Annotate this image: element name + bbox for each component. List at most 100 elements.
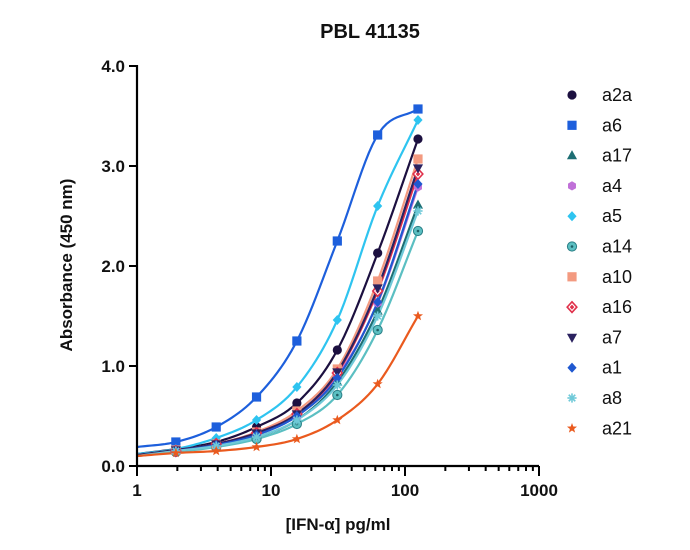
point-a2a xyxy=(292,398,302,408)
point-a21 xyxy=(332,414,343,425)
legend-marker-a6 xyxy=(567,120,577,130)
point-a5 xyxy=(292,381,302,393)
point-a6 xyxy=(211,422,221,432)
series-a8 xyxy=(171,206,423,456)
point-a8 xyxy=(413,206,423,216)
legend-label: a4 xyxy=(602,176,622,196)
legend-marker-a7 xyxy=(566,333,578,343)
legend-marker-a5 xyxy=(567,211,577,222)
legend-label: a17 xyxy=(602,146,632,166)
axis-ticks: 0.0 1.0 2.0 3.0 4.0 1 10 100 1000 xyxy=(101,57,558,500)
point-a6 xyxy=(251,392,262,402)
legend-label: a5 xyxy=(602,206,622,226)
point-a5 xyxy=(251,414,262,426)
point-a5 xyxy=(332,314,342,326)
point-a14 xyxy=(412,225,424,237)
point-a10 xyxy=(413,154,423,164)
point-a6 xyxy=(413,104,423,114)
point-a2a xyxy=(373,248,383,258)
legend-marker-a4 xyxy=(568,181,576,191)
legend-item-a21: a21 xyxy=(566,418,632,438)
point-a21 xyxy=(372,378,383,389)
point-a1 xyxy=(413,178,423,190)
legend-item-a6: a6 xyxy=(567,115,622,135)
legend-item-a1: a1 xyxy=(567,358,622,378)
point-a21 xyxy=(412,310,424,321)
x-axis-label: [IFN-α] pg/ml xyxy=(286,515,391,534)
series-a1 xyxy=(171,178,423,457)
legend-marker-a16 xyxy=(566,300,578,314)
x-tick-label: 100 xyxy=(391,481,419,500)
fit-curve-a5 xyxy=(136,119,419,456)
x-tick-label: 1000 xyxy=(520,481,558,500)
axes xyxy=(135,65,539,468)
legend-label: a8 xyxy=(602,388,622,408)
point-a6 xyxy=(171,437,181,447)
series-a21 xyxy=(170,310,424,458)
point-a21 xyxy=(291,433,302,444)
legend-marker-a10 xyxy=(567,272,577,282)
fit-curves xyxy=(136,108,420,458)
legend-item-a17: a17 xyxy=(566,146,632,166)
point-a2a xyxy=(332,345,342,355)
legend-label: a14 xyxy=(602,237,632,257)
legend-item-a8: a8 xyxy=(567,388,622,408)
point-a14 xyxy=(372,324,383,336)
legend-marker-a8 xyxy=(567,393,577,403)
point-a8 xyxy=(332,380,342,390)
legend-marker-a17 xyxy=(566,150,578,160)
fit-curve-a21 xyxy=(136,315,419,458)
legend-item-a7: a7 xyxy=(566,327,622,347)
point-a1 xyxy=(373,296,383,308)
legend-item-a14: a14 xyxy=(566,237,632,257)
point-a8 xyxy=(251,432,262,442)
legend-label: a2a xyxy=(602,85,633,105)
y-axis-label: Absorbance (450 nm) xyxy=(57,179,76,352)
legend-item-a10: a10 xyxy=(567,267,632,287)
legend-label: a10 xyxy=(602,267,632,287)
point-a21 xyxy=(251,441,262,452)
point-a6 xyxy=(292,336,302,346)
point-a21 xyxy=(211,445,222,456)
point-a8 xyxy=(373,311,383,321)
legend-label: a16 xyxy=(602,297,632,317)
point-a6 xyxy=(332,236,342,246)
legend-marker-a21 xyxy=(566,423,578,433)
y-tick-label: 1.0 xyxy=(101,357,125,376)
point-a7 xyxy=(412,164,424,174)
point-a8 xyxy=(292,415,302,425)
fit-curve-a8 xyxy=(136,210,420,458)
legend: a2a a6 a17 a4 a5 a14 a10 a16 a7 a1 a8 a21 xyxy=(566,85,633,438)
y-tick-label: 3.0 xyxy=(101,157,125,176)
point-a1 xyxy=(332,372,342,384)
point-a2a xyxy=(413,134,423,144)
point-a17 xyxy=(412,199,424,209)
y-tick-label: 2.0 xyxy=(101,257,125,276)
point-a6 xyxy=(373,130,383,140)
legend-label: a7 xyxy=(602,327,622,347)
x-tick-label: 1 xyxy=(132,481,141,500)
legend-marker-a14 xyxy=(566,241,578,252)
point-a5 xyxy=(413,114,423,126)
point-a21 xyxy=(170,447,181,458)
chart-title: PBL 41135 xyxy=(320,21,420,43)
legend-item-a16: a16 xyxy=(566,297,632,317)
point-a14 xyxy=(332,389,343,401)
point-a7 xyxy=(372,284,383,294)
x-tick-label: 10 xyxy=(262,481,281,500)
fit-curve-a6 xyxy=(136,108,419,449)
point-a7 xyxy=(332,368,343,378)
legend-item-a4: a4 xyxy=(568,176,622,196)
series-a6 xyxy=(171,104,423,447)
legend-label: a6 xyxy=(602,115,622,135)
legend-item-a2a: a2a xyxy=(567,85,633,105)
legend-label: a21 xyxy=(602,418,632,438)
point-a10 xyxy=(373,276,383,286)
y-tick-label: 0.0 xyxy=(101,457,125,476)
legend-marker-a1 xyxy=(567,362,577,373)
y-tick-label: 4.0 xyxy=(101,57,125,76)
point-a5 xyxy=(373,200,383,212)
legend-label: a1 xyxy=(602,358,622,378)
data-points xyxy=(169,104,424,458)
